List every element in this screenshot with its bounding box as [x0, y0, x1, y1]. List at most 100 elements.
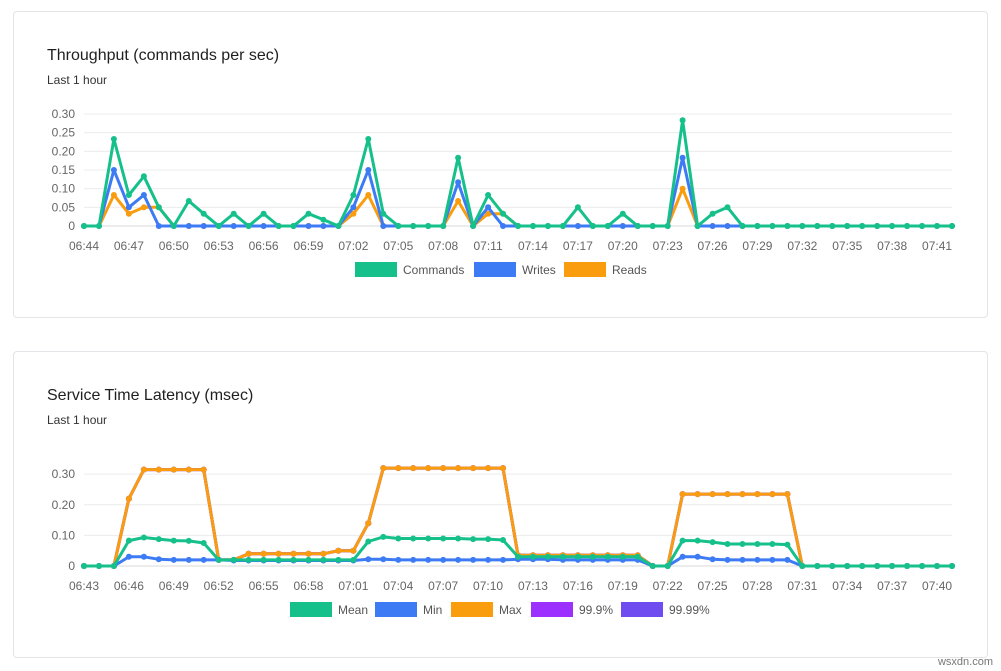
- data-point: [410, 465, 417, 472]
- data-point: [949, 223, 955, 229]
- data-point: [769, 223, 776, 229]
- data-point: [455, 198, 462, 204]
- data-point: [904, 563, 911, 569]
- data-point: [140, 553, 147, 560]
- x-tick-label: 07:40: [922, 579, 952, 593]
- data-point: [245, 550, 252, 557]
- data-point: [874, 563, 881, 569]
- data-point: [455, 465, 462, 472]
- data-point: [275, 223, 282, 229]
- data-point: [500, 556, 506, 563]
- data-point: [709, 210, 716, 217]
- legend-label[interactable]: 99.9%: [579, 603, 613, 617]
- data-point: [200, 210, 207, 217]
- legend-swatch[interactable]: [531, 602, 573, 617]
- data-point: [574, 204, 581, 211]
- data-point: [380, 556, 387, 563]
- data-point: [500, 537, 506, 543]
- data-point: [410, 535, 417, 542]
- data-point: [754, 223, 761, 229]
- data-point: [305, 223, 312, 229]
- legend-label[interactable]: 99.99%: [669, 603, 710, 617]
- data-point: [679, 154, 686, 161]
- legend-label[interactable]: Commands: [403, 263, 464, 277]
- legend-label[interactable]: Writes: [522, 263, 556, 277]
- data-point: [589, 553, 596, 560]
- data-point: [440, 535, 447, 542]
- legend-label[interactable]: Mean: [338, 603, 368, 617]
- data-point: [739, 491, 746, 498]
- data-point: [365, 556, 372, 563]
- data-point: [290, 550, 297, 557]
- x-tick-label: 07:01: [338, 579, 368, 593]
- series-line-Commands: [84, 118, 952, 228]
- data-point: [694, 537, 701, 544]
- data-point: [604, 223, 611, 229]
- data-point: [470, 536, 477, 543]
- x-tick-label: 07:19: [608, 579, 638, 593]
- data-point: [709, 223, 716, 229]
- x-tick-label: 07:17: [563, 239, 593, 253]
- data-point: [649, 563, 656, 569]
- data-point: [679, 491, 686, 498]
- data-point: [350, 204, 357, 211]
- data-point: [470, 465, 477, 472]
- legend-swatch[interactable]: [375, 602, 417, 617]
- data-point: [365, 167, 372, 173]
- x-tick-label: 07:14: [518, 239, 548, 253]
- legend-swatch[interactable]: [564, 262, 606, 277]
- data-point: [739, 556, 746, 563]
- x-tick-label: 07:41: [922, 239, 952, 253]
- data-point: [275, 550, 282, 557]
- data-point: [485, 465, 492, 472]
- x-tick-label: 07:38: [877, 239, 907, 253]
- x-tick-label: 07:16: [563, 579, 593, 593]
- throughput-card: Throughput (commands per sec) Last 1 hou…: [13, 11, 988, 318]
- legend-swatch[interactable]: [451, 602, 493, 617]
- data-point: [350, 556, 357, 563]
- data-point: [380, 465, 387, 472]
- data-point: [365, 192, 372, 198]
- legend-label[interactable]: Max: [499, 603, 522, 617]
- latency-subtitle: Last 1 hour: [47, 413, 108, 427]
- data-point: [380, 223, 387, 229]
- data-point: [96, 563, 102, 569]
- x-tick-label: 07:29: [742, 239, 772, 253]
- data-point: [679, 185, 686, 192]
- x-tick-label: 07:34: [832, 579, 862, 593]
- data-point: [365, 136, 372, 142]
- data-point: [155, 466, 162, 473]
- data-point: [500, 210, 506, 217]
- legend-swatch[interactable]: [474, 262, 516, 277]
- data-point: [709, 491, 716, 498]
- y-tick-label: 0.30: [52, 467, 76, 481]
- data-point: [649, 223, 656, 229]
- data-point: [125, 553, 132, 560]
- x-tick-label: 07:10: [473, 579, 503, 593]
- legend-swatch[interactable]: [290, 602, 332, 617]
- data-point: [470, 223, 477, 229]
- data-point: [365, 538, 372, 545]
- data-point: [874, 223, 881, 229]
- legend-label[interactable]: Min: [423, 603, 442, 617]
- data-point: [485, 556, 492, 563]
- data-point: [724, 491, 731, 498]
- data-point: [81, 563, 87, 569]
- data-point: [829, 563, 836, 569]
- legend-swatch[interactable]: [621, 602, 663, 617]
- data-point: [604, 553, 611, 560]
- data-point: [320, 556, 327, 563]
- x-tick-label: 07:05: [383, 239, 413, 253]
- data-point: [140, 192, 147, 198]
- legend-swatch[interactable]: [355, 262, 397, 277]
- data-point: [754, 541, 761, 547]
- data-point: [410, 556, 417, 563]
- latency-chart: 0.30 0.20 0.10 0 06:43 06:46 06:49 06:52 06:55 06…: [52, 465, 955, 617]
- data-point: [559, 553, 566, 560]
- data-point: [829, 223, 836, 229]
- data-point: [185, 198, 192, 204]
- data-point: [305, 210, 312, 217]
- data-point: [185, 466, 192, 473]
- data-point: [709, 539, 716, 546]
- legend-label[interactable]: Reads: [612, 263, 647, 277]
